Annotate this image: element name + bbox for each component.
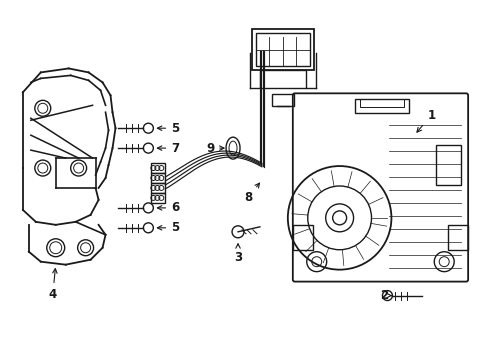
Text: 7: 7 <box>157 141 179 155</box>
Bar <box>151 193 165 203</box>
Bar <box>354 99 408 113</box>
Text: 1: 1 <box>416 109 434 132</box>
Bar <box>359 99 404 107</box>
Bar <box>255 32 309 67</box>
Text: 3: 3 <box>233 244 242 264</box>
Text: 2: 2 <box>380 289 391 302</box>
Text: 4: 4 <box>48 269 57 301</box>
Text: 6: 6 <box>157 201 179 215</box>
Text: 5: 5 <box>157 221 179 234</box>
Bar <box>292 225 312 250</box>
Text: 5: 5 <box>157 122 179 135</box>
Text: 8: 8 <box>244 183 259 204</box>
Bar <box>251 28 313 71</box>
Text: 9: 9 <box>205 141 224 155</box>
Bar <box>435 145 460 185</box>
Bar <box>271 94 293 106</box>
Bar <box>447 225 467 250</box>
Bar <box>260 71 305 88</box>
Bar <box>151 183 165 193</box>
Bar <box>151 163 165 173</box>
Bar <box>151 173 165 183</box>
